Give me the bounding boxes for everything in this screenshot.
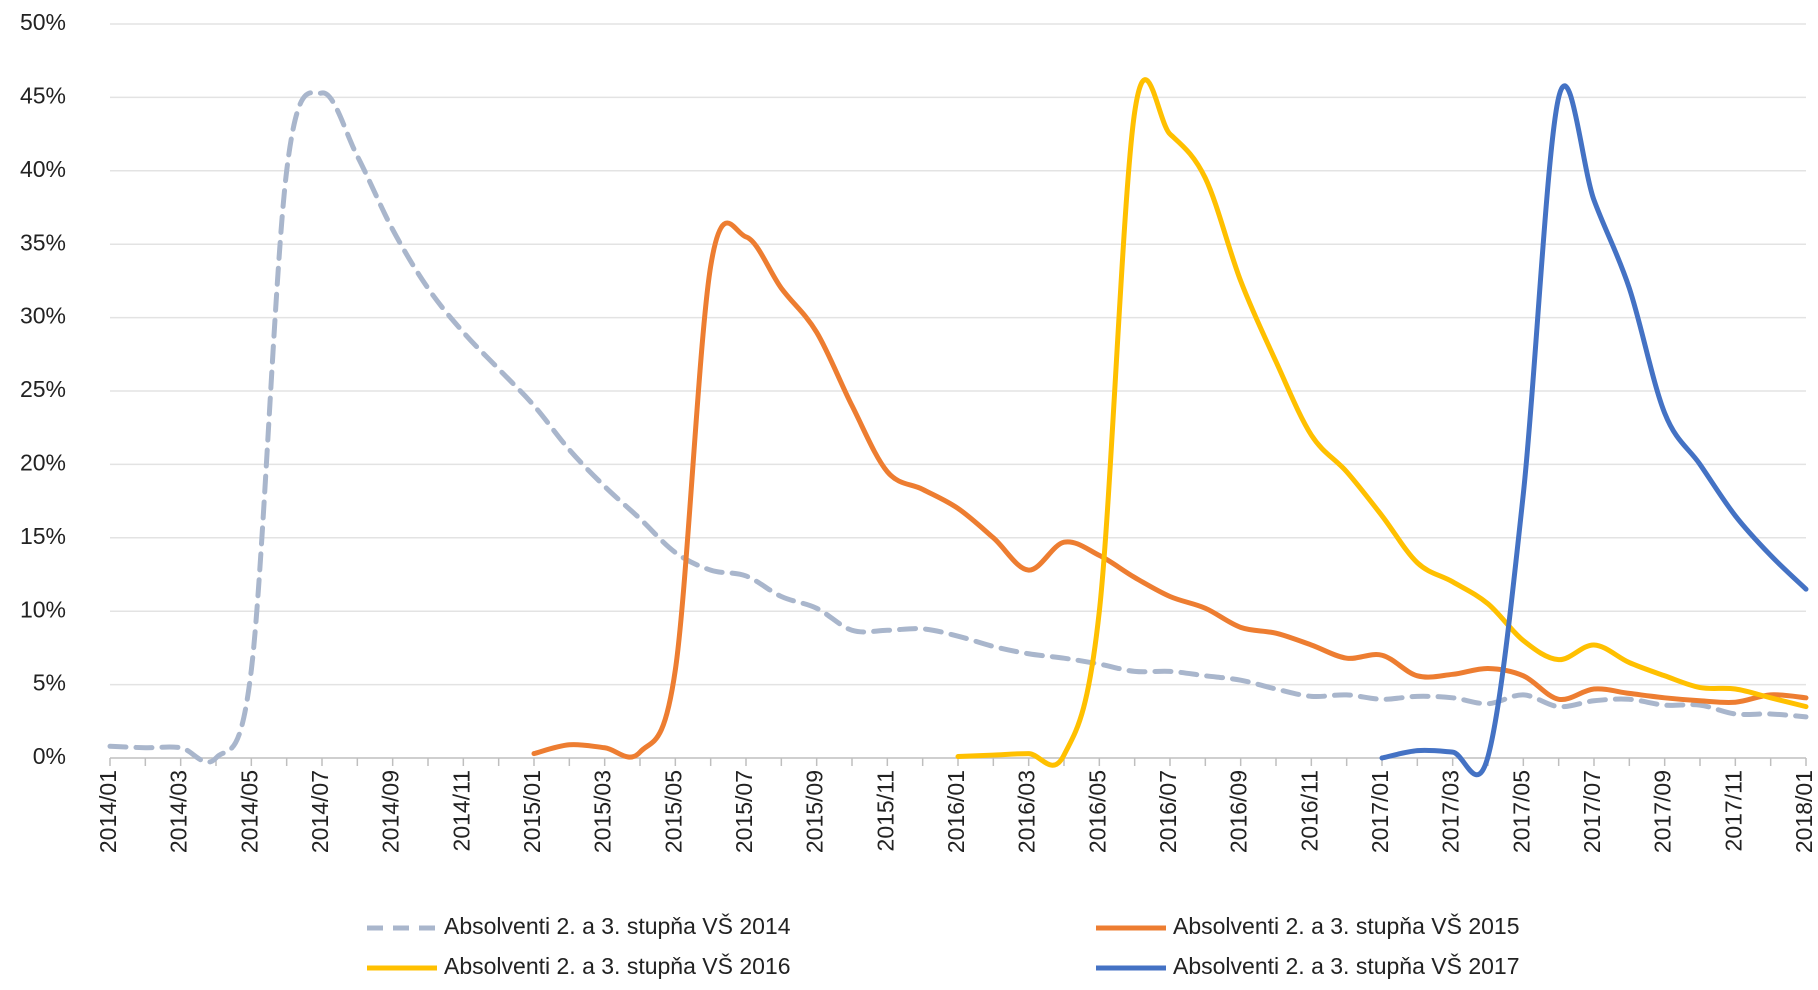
x-tick-label: 2014/01	[95, 770, 121, 853]
x-tick-label: 2015/05	[660, 770, 686, 853]
x-tick-label: 2016/07	[1155, 770, 1181, 853]
legend-label: Absolventi 2. a 3. stupňa VŠ 2015	[1173, 912, 1520, 939]
y-tick-label: 50%	[20, 9, 66, 35]
x-tick-label: 2015/07	[731, 770, 757, 853]
y-tick-label: 20%	[20, 449, 66, 475]
x-tick-label: 2016/09	[1226, 770, 1252, 853]
x-tick-label: 2015/11	[872, 770, 898, 851]
x-tick-label: 2015/03	[590, 770, 616, 853]
x-tick-label: 2014/05	[236, 770, 262, 853]
x-tick-label: 2016/05	[1084, 770, 1110, 853]
series-line	[955, 77, 1809, 768]
legend-label: Absolventi 2. a 3. stupňa VŠ 2014	[444, 912, 791, 939]
y-tick-label: 45%	[20, 82, 66, 108]
x-tick-label: 2015/01	[519, 770, 545, 853]
series-line	[531, 220, 1809, 760]
x-tick-label: 2017/09	[1650, 770, 1676, 853]
x-tick-label: 2016/11	[1296, 770, 1322, 851]
x-tick-label: 2015/09	[802, 770, 828, 853]
y-tick-label: 30%	[20, 303, 66, 329]
x-tick-label: 2017/07	[1579, 770, 1605, 853]
x-tick-label: 2014/11	[448, 770, 474, 851]
legend-label: Absolventi 2. a 3. stupňa VŠ 2017	[1173, 952, 1520, 979]
x-tick-label: 2017/01	[1367, 770, 1393, 853]
y-tick-label: 5%	[33, 670, 66, 696]
y-tick-label: 35%	[20, 229, 66, 255]
x-tick-label: 2017/11	[1720, 770, 1746, 851]
x-tick-label: 2014/07	[307, 770, 333, 853]
y-tick-label: 0%	[33, 743, 66, 769]
x-tick-label: 2014/03	[166, 770, 192, 853]
series-line	[1379, 83, 1809, 778]
y-tick-label: 25%	[20, 376, 66, 402]
x-tick-label: 2017/05	[1508, 770, 1534, 853]
y-tick-label: 15%	[20, 523, 66, 549]
series-line	[107, 90, 1809, 765]
legend-label: Absolventi 2. a 3. stupňa VŠ 2016	[444, 952, 791, 979]
x-tick-label: 2017/03	[1438, 770, 1464, 853]
x-tick-label: 2016/03	[1014, 770, 1040, 853]
x-tick-label: 2014/09	[378, 770, 404, 853]
y-tick-label: 40%	[20, 156, 66, 182]
x-tick-label: 2016/01	[943, 770, 969, 853]
x-tick-label: 2018/01	[1791, 770, 1817, 853]
y-tick-label: 10%	[20, 596, 66, 622]
